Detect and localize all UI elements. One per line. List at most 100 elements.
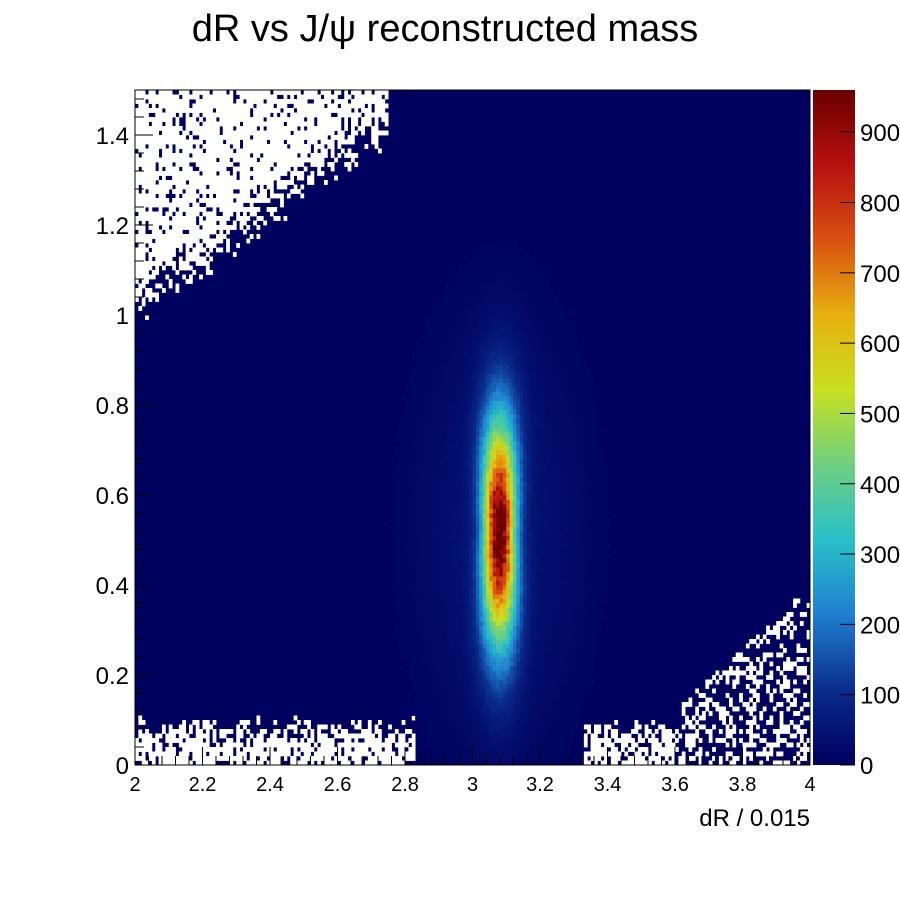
heatmap-bin <box>563 598 568 604</box>
heatmap-bin <box>475 720 480 725</box>
heatmap-bin <box>563 580 568 586</box>
heatmap-bin <box>482 526 487 532</box>
heatmap-bin <box>597 508 602 514</box>
heatmap-bin <box>509 558 514 563</box>
heatmap-bin <box>540 589 544 595</box>
empty-bin <box>766 675 770 680</box>
heatmap-bin <box>472 607 477 613</box>
heatmap-bin <box>479 607 484 613</box>
heatmap-bin <box>553 508 558 514</box>
heatmap-bin <box>567 648 571 653</box>
empty-bin <box>803 756 808 761</box>
heatmap-bin <box>486 706 490 712</box>
heatmap-bin <box>479 760 484 765</box>
heatmap-bin <box>435 742 440 748</box>
empty-bin <box>182 751 187 757</box>
empty-bin <box>749 670 754 676</box>
empty-bin <box>648 738 652 743</box>
heatmap-bin <box>523 742 527 748</box>
heatmap-bin <box>391 522 396 527</box>
heatmap-bin <box>533 580 538 586</box>
heatmap-bin <box>536 643 541 649</box>
heatmap-bin <box>526 481 531 487</box>
heatmap-bin <box>452 693 457 698</box>
heatmap-bin <box>432 738 436 743</box>
empty-bin <box>155 738 160 743</box>
heatmap-bin <box>472 603 477 608</box>
heatmap-bin <box>594 495 598 500</box>
heatmap-bin <box>607 544 612 550</box>
heatmap-bin <box>442 756 446 761</box>
heatmap-bin <box>546 747 551 752</box>
empty-bin <box>627 756 632 761</box>
heatmap-bin <box>445 693 450 698</box>
heatmap-bin <box>556 531 561 536</box>
heatmap-bin <box>567 544 571 550</box>
heatmap-bin <box>546 459 551 464</box>
heatmap-bin <box>401 562 406 568</box>
heatmap-bin <box>472 486 477 491</box>
empty-bin <box>172 729 176 734</box>
empty-bin <box>745 675 750 680</box>
heatmap-bin <box>421 495 426 500</box>
heatmap-bin <box>421 693 426 698</box>
heatmap-bin <box>590 594 595 599</box>
empty-bin <box>290 760 295 765</box>
empty-bin <box>607 751 612 757</box>
heatmap-bin <box>560 612 565 617</box>
heatmap-bin <box>415 486 419 491</box>
heatmap-bin <box>502 747 507 752</box>
empty-bin <box>310 729 315 734</box>
heatmap-bin <box>411 558 416 563</box>
heatmap-bin <box>536 463 541 469</box>
heatmap-bin <box>445 567 450 572</box>
heatmap-bin <box>509 603 514 608</box>
heatmap-bin <box>600 495 605 500</box>
heatmap-bin <box>465 729 470 734</box>
heatmap-bin <box>513 535 517 541</box>
heatmap-bin <box>519 648 524 653</box>
empty-bin <box>702 715 706 721</box>
heatmap-bin <box>590 585 595 590</box>
heatmap-bin <box>536 571 541 577</box>
heatmap-bin <box>519 540 524 545</box>
heatmap-bin <box>448 747 453 752</box>
heatmap-bin <box>398 585 403 590</box>
heatmap-bin <box>502 715 507 721</box>
heatmap-bin <box>556 468 561 473</box>
heatmap-bin <box>492 715 497 721</box>
heatmap-bin <box>546 742 551 748</box>
heatmap-bin <box>496 747 500 752</box>
empty-bin <box>205 729 210 734</box>
heatmap-bin <box>489 463 494 469</box>
heatmap-bin <box>573 724 578 730</box>
empty-bin <box>401 742 406 748</box>
heatmap-bin <box>536 625 541 631</box>
heatmap-bin <box>499 751 504 757</box>
heatmap-bin <box>489 720 494 725</box>
empty-bin <box>762 738 767 743</box>
heatmap-bin <box>550 508 554 514</box>
heatmap-bin <box>472 625 477 631</box>
heatmap-bin <box>489 562 494 568</box>
heatmap-bin <box>567 499 571 505</box>
heatmap-bin <box>394 526 399 532</box>
heatmap-bin <box>519 675 524 680</box>
heatmap-bin <box>442 684 446 689</box>
heatmap-bin <box>590 477 595 482</box>
heatmap-bin <box>570 526 575 532</box>
heatmap-bin <box>482 517 487 523</box>
empty-bin <box>756 693 760 698</box>
heatmap-bin <box>435 558 440 563</box>
heatmap-bin <box>411 508 416 514</box>
heatmap-bin <box>533 553 538 559</box>
empty-bin <box>236 724 241 730</box>
empty-bin <box>614 738 619 743</box>
heatmap-bin <box>469 733 473 739</box>
heatmap-bin <box>499 616 504 622</box>
heatmap-bin <box>428 490 433 496</box>
heatmap-bin <box>496 742 500 748</box>
heatmap-bin <box>546 490 551 496</box>
heatmap-bin <box>496 549 500 554</box>
heatmap-bin <box>388 526 392 532</box>
